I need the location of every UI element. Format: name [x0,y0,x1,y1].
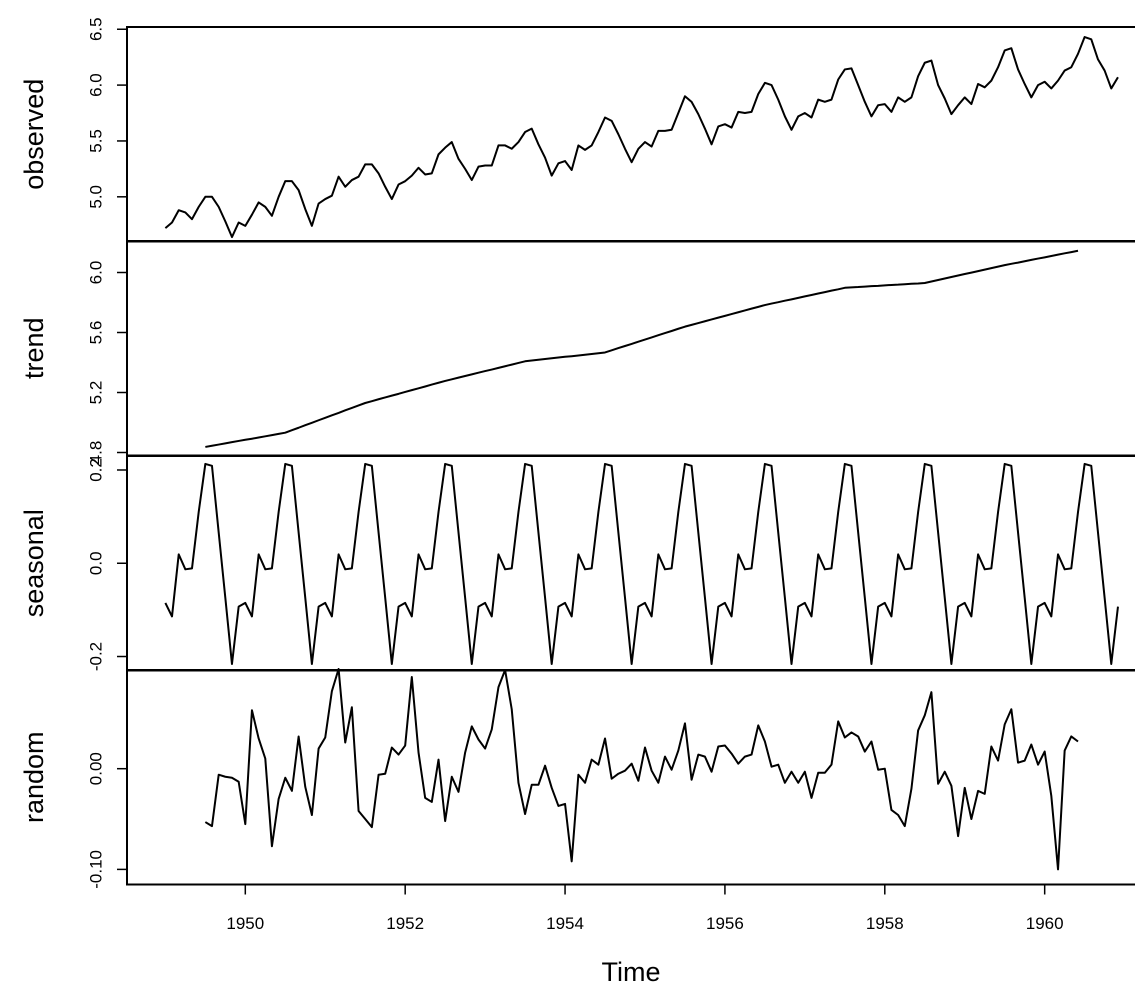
y-tick-label: 5.2 [86,381,105,405]
x-tick-label: 1950 [226,914,264,933]
y-axis-label: seasonal [19,509,49,617]
y-tick-label: 6.0 [86,73,105,97]
x-tick-label: 1952 [386,914,424,933]
y-axis-label: random [19,731,49,823]
panel-frame [126,26,1135,243]
x-tick-label: 1960 [1026,914,1064,933]
series-line [164,36,1119,239]
panel-frame [126,455,1135,672]
series-line [205,249,1079,448]
y-tick-label: 5.0 [86,185,105,209]
y-tick-label: 0.0 [86,551,105,575]
y-tick-label: -0.10 [86,850,105,889]
y-tick-label: 5.6 [86,321,105,345]
y-tick-label: 6.0 [86,261,105,285]
y-tick-label: -0.2 [86,642,105,671]
x-axis-label: Time [602,957,661,987]
panel-frame [126,240,1135,457]
y-tick-label: 0.00 [86,752,105,785]
y-axis-label: trend [19,317,49,379]
x-tick-label: 1956 [706,914,744,933]
x-tick-label: 1954 [546,914,584,933]
y-tick-label: 6.5 [86,17,105,41]
y-tick-label: 0.2 [86,458,105,482]
series-line [164,462,1119,665]
y-tick-label: 4.8 [86,441,105,465]
panel-frame [126,669,1135,886]
y-tick-label: 5.5 [86,129,105,153]
x-tick-label: 1958 [866,914,904,933]
series-line [204,667,1079,871]
y-axis-label: observed [19,79,49,190]
